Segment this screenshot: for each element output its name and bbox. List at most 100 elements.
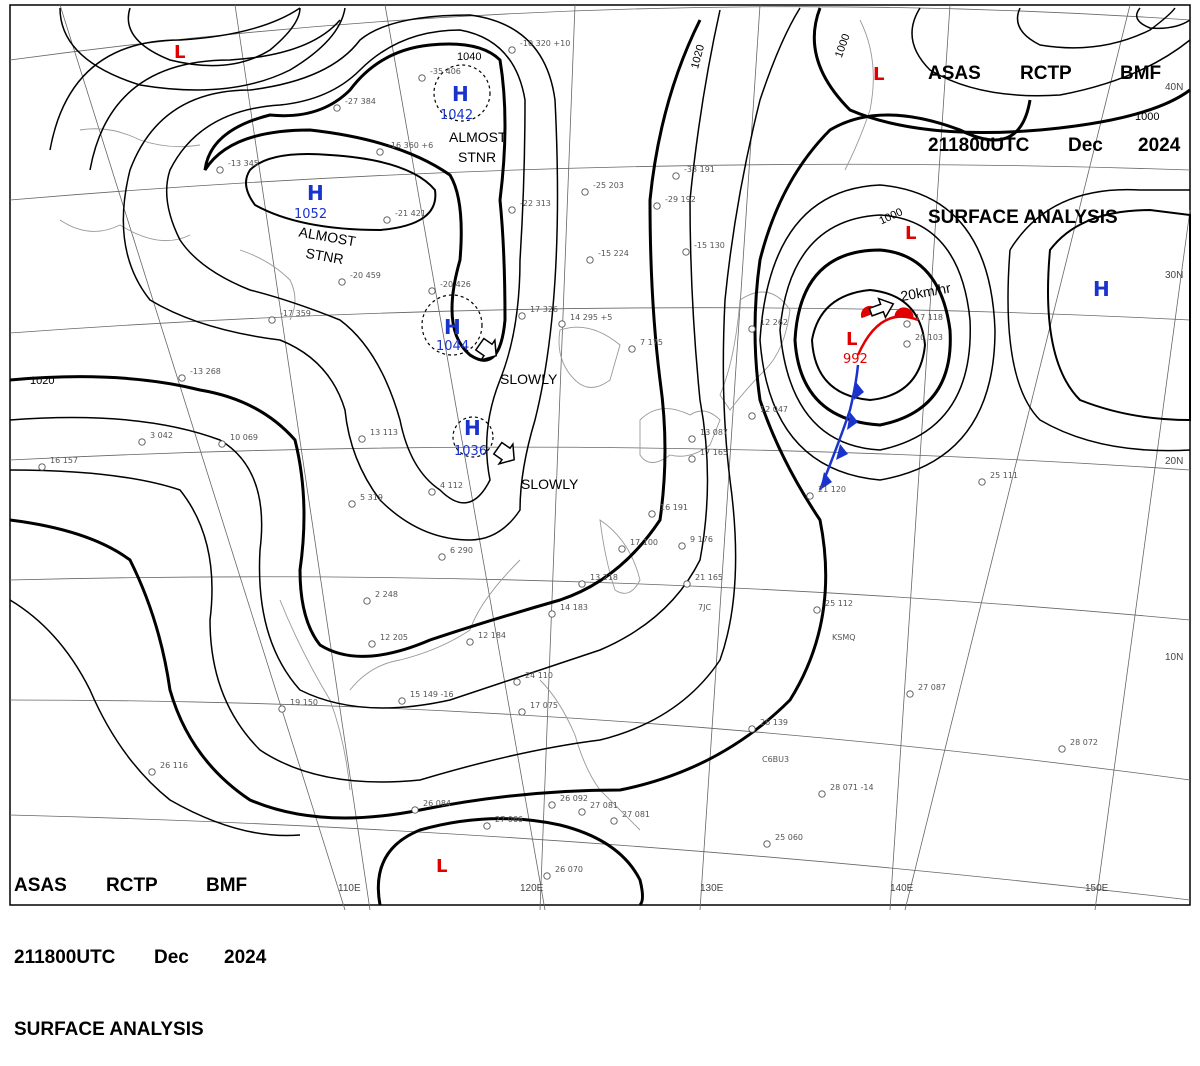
header-station: RCTP	[1020, 63, 1072, 84]
warm-front-bump	[894, 307, 914, 319]
station-marker	[548, 610, 556, 618]
coast-japan	[719, 291, 791, 411]
station-id: 7JC	[698, 603, 711, 612]
station-plot: 27 066	[495, 815, 523, 824]
station-marker	[418, 74, 426, 82]
note-stnr: STNR	[305, 245, 345, 267]
station-marker	[518, 708, 526, 716]
station-plot: 26 084	[423, 799, 451, 808]
header-title: SURFACE ANALYSIS	[928, 207, 1118, 228]
station-plot: 7 175	[640, 338, 663, 347]
low-center-north: L	[873, 64, 884, 85]
station-plot: 9 176	[690, 535, 713, 544]
station-plot: 12 262	[760, 318, 788, 327]
isobars	[9, 7, 1191, 907]
station-plot: 14 295 +5	[570, 313, 612, 322]
isobar-1000-north	[812, 7, 1191, 134]
header-top-right: ASAS RCTP BMF 211800UTC Dec 2024 SURFACE ANA…	[928, 14, 1180, 254]
isobar-1032	[122, 14, 559, 541]
station-marker	[906, 690, 914, 698]
dashed-ring-1042	[433, 64, 491, 122]
station-marker	[368, 640, 376, 648]
station-marker	[358, 435, 366, 443]
station-plot: 19 150	[290, 698, 318, 707]
meridian-140e	[904, 4, 1131, 911]
station-marker	[278, 705, 286, 713]
station-plot: 25 060	[775, 833, 803, 842]
station-plot: 26 092	[560, 794, 588, 803]
station-plot: -10 320 +10	[520, 39, 570, 48]
coast-taiwan	[599, 519, 641, 594]
isobar-1052-ring	[245, 153, 437, 232]
isobar-label: 1020	[30, 375, 54, 387]
station-id: C6BU3	[762, 755, 789, 764]
isobar-east-high	[1047, 208, 1191, 422]
low-center-south: L	[436, 856, 447, 877]
lon-label: 130E	[700, 883, 724, 894]
station-marker	[618, 545, 626, 553]
station-marker	[813, 606, 821, 614]
coast-kamchatka	[844, 19, 874, 171]
station-marker	[218, 440, 226, 448]
station-marker	[383, 216, 391, 224]
arrow-slowly-2	[492, 441, 515, 466]
station-marker	[628, 345, 636, 353]
cold-front-barb	[847, 412, 858, 430]
station-plot: 4 112	[440, 481, 463, 490]
lat-label: 30N	[1165, 270, 1183, 281]
station-id: KSMQ	[832, 633, 856, 642]
station-plot: -20 426	[440, 280, 471, 289]
isobar-1012	[9, 7, 801, 783]
station-plot: 24 110	[525, 671, 553, 680]
station-plot: 10 069	[230, 433, 258, 442]
station-marker	[398, 697, 406, 705]
note-slowly: SLOWLY	[521, 476, 579, 492]
station-plot: 27 087	[918, 683, 946, 692]
station-marker	[508, 46, 516, 54]
lat-label: 40N	[1165, 82, 1183, 93]
isobar-nw-low	[127, 7, 301, 67]
station-plot: 27 081	[622, 810, 650, 819]
header-office: BMF	[1120, 63, 1162, 84]
station-marker	[678, 542, 686, 550]
station-marker	[672, 172, 680, 180]
header-office: BMF	[206, 875, 248, 896]
movement-arrows	[474, 297, 895, 466]
station-marker	[806, 492, 814, 500]
station-marker	[138, 438, 146, 446]
station-marker	[438, 553, 446, 561]
station-marker	[1058, 745, 1066, 753]
parallel-10s	[9, 814, 1191, 901]
station-plot: 13 087	[700, 428, 728, 437]
cold-front-barb	[836, 444, 848, 460]
dashed-ring-1036	[452, 416, 494, 458]
station-plot: 20 103	[915, 333, 943, 342]
parallel-30n	[9, 307, 1191, 334]
station-plot: 25 111	[990, 471, 1018, 480]
station-plot: 25 112	[825, 599, 853, 608]
header-agency: ASAS	[928, 63, 981, 84]
station-plot: 13 218	[590, 573, 618, 582]
meridian-120e	[539, 4, 576, 911]
station-plot: -35 406	[430, 67, 461, 76]
isobar-1016	[9, 9, 721, 709]
station-plot: 3 042	[150, 431, 173, 440]
header-time: 211800UTC	[14, 947, 116, 968]
meridian-100e	[59, 4, 346, 911]
dashed-ring-1044	[421, 294, 483, 356]
station-plot: -25 203	[593, 181, 624, 190]
isobar-1036	[165, 29, 526, 504]
low-center-992: L	[846, 329, 857, 350]
parallel-40n	[9, 163, 1191, 201]
station-marker	[578, 580, 586, 588]
high-center-east: H	[1093, 277, 1110, 301]
station-marker	[428, 287, 436, 295]
isobar-996	[793, 248, 952, 427]
station-plot: 17 165	[700, 448, 728, 457]
station-plot: 17 100	[630, 538, 658, 547]
station-plot: 12 205	[380, 633, 408, 642]
header-station: RCTP	[106, 875, 158, 896]
coast-china	[349, 559, 521, 691]
station-marker	[411, 806, 419, 814]
station-marker	[748, 725, 756, 733]
